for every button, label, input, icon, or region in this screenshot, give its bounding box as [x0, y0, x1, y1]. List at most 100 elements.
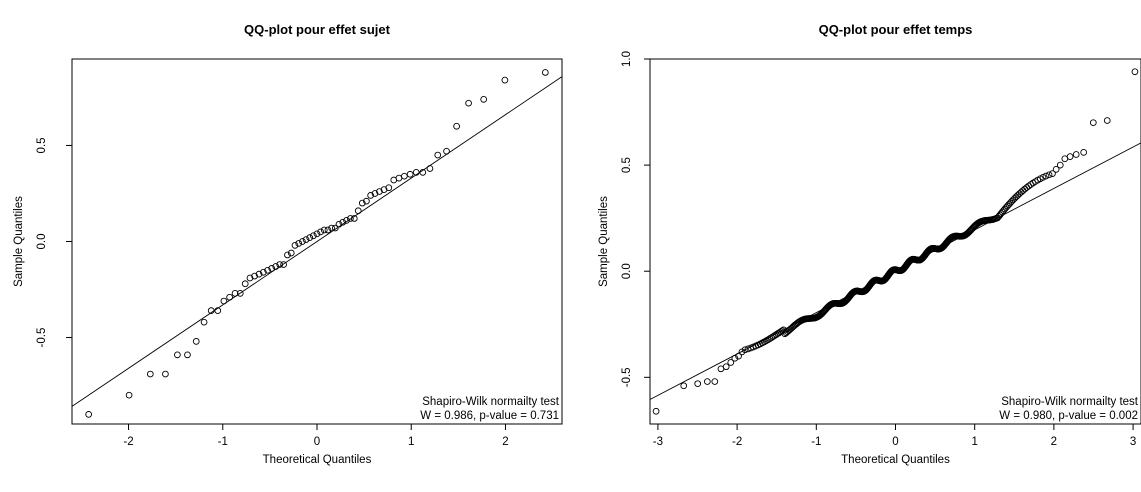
sample-point — [226, 293, 233, 301]
sample-point — [302, 236, 310, 243]
y-tick-label: 1.0 — [621, 51, 633, 67]
sample-point — [184, 351, 191, 359]
sample-point — [371, 190, 379, 197]
sample-point — [220, 297, 228, 305]
sample-point — [764, 336, 772, 344]
sample-point — [339, 218, 347, 226]
sample-point — [731, 354, 739, 362]
sample-point — [768, 334, 775, 341]
shapiro-wilk-result: W = 0.986, p-value = 0.731 — [420, 410, 559, 422]
sample-point — [324, 226, 332, 234]
y-axis-label: Sample Quantiles — [13, 196, 25, 287]
sample-point — [412, 168, 420, 176]
sample-point — [246, 274, 254, 282]
sample-point — [284, 251, 291, 259]
sample-point — [335, 220, 343, 228]
shapiro-wilk-label: Shapiro-Wilk normailty test — [1001, 396, 1139, 408]
x-tick-label: 0 — [314, 436, 320, 448]
sample-point — [299, 238, 306, 245]
sample-point — [268, 265, 276, 272]
sample-point — [236, 290, 244, 297]
sample-point — [385, 184, 393, 192]
sample-point — [358, 199, 366, 207]
sample-point — [426, 165, 434, 172]
sample-point — [241, 280, 249, 288]
sample-point — [320, 226, 328, 234]
sample-point — [125, 391, 133, 399]
sample-point — [280, 261, 287, 268]
sample-point — [735, 352, 742, 360]
qq-plot-panel-temps: QQ-plot pour effet temps Theoretical Qua… — [598, 22, 1141, 466]
sample-point — [310, 232, 317, 240]
sample-point — [1045, 171, 1053, 179]
sample-point — [291, 241, 299, 249]
y-tick-label: 0.5 — [36, 137, 48, 153]
shapiro-wilk-result: W = 0.980, p-value = 0.002 — [999, 410, 1138, 422]
sample-point — [313, 230, 321, 238]
x-tick-label: 2 — [502, 436, 508, 448]
sample-point — [306, 234, 314, 242]
y-axis-ticks: -0.5 0.0 0.5 — [36, 137, 72, 347]
sample-point — [367, 192, 374, 199]
y-axis-label: Sample Quantiles — [598, 196, 610, 287]
sample-point — [1089, 119, 1097, 127]
sample-point — [443, 147, 450, 155]
sample-point — [343, 217, 350, 224]
sample-points — [85, 69, 549, 418]
sample-point — [406, 170, 414, 178]
sample-points — [652, 68, 1139, 415]
x-axis-label: Theoretical Quantiles — [263, 454, 372, 466]
sample-point — [1052, 165, 1060, 173]
sample-point — [395, 174, 403, 182]
sample-point — [1080, 149, 1088, 156]
sample-point — [146, 370, 154, 378]
y-tick-label: 0.0 — [36, 234, 48, 250]
sample-point — [276, 261, 284, 268]
sample-point — [1017, 188, 1025, 196]
sample-point — [1056, 161, 1064, 169]
sample-point — [363, 197, 370, 205]
sample-point — [251, 272, 258, 280]
x-tick-label: 1 — [971, 436, 977, 448]
sample-point — [703, 378, 711, 385]
x-tick-label: -2 — [123, 436, 133, 448]
sample-point — [465, 99, 472, 107]
sample-point — [419, 168, 427, 176]
sample-point — [1042, 172, 1050, 180]
sample-point — [85, 411, 93, 418]
x-tick-label: 2 — [1051, 436, 1057, 448]
x-axis-label: Theoretical Quantiles — [841, 454, 950, 466]
sample-point — [200, 318, 208, 326]
sample-point — [207, 307, 215, 315]
sample-point — [694, 380, 702, 388]
sample-point — [295, 240, 303, 247]
sample-point — [376, 188, 383, 195]
sample-point — [192, 338, 200, 345]
sample-point — [722, 363, 730, 371]
sample-point — [287, 249, 295, 257]
sample-point — [260, 268, 267, 276]
x-tick-label: -2 — [732, 436, 742, 448]
sample-point — [711, 378, 719, 385]
sample-point — [453, 122, 460, 130]
y-tick-label: 0.5 — [621, 157, 633, 173]
sample-point — [1131, 68, 1139, 76]
sample-point — [174, 351, 181, 359]
sample-point — [766, 335, 774, 342]
sample-point — [331, 224, 339, 232]
x-axis-ticks: -3 -2 -1 0 1 2 3 — [653, 424, 1136, 448]
x-tick-label: -3 — [653, 436, 663, 448]
sample-point — [727, 359, 735, 366]
sample-point — [272, 263, 280, 270]
sample-point — [480, 95, 488, 103]
sample-point — [162, 370, 169, 378]
sample-point — [347, 215, 354, 222]
sample-point — [434, 151, 442, 159]
sample-point — [401, 172, 408, 180]
sample-point — [354, 207, 362, 215]
sample-point — [255, 270, 263, 278]
y-tick-label: -0.5 — [621, 367, 633, 387]
shapiro-wilk-label: Shapiro-Wilk normailty test — [422, 396, 560, 408]
chart-title: QQ-plot pour effet sujet — [244, 22, 391, 37]
